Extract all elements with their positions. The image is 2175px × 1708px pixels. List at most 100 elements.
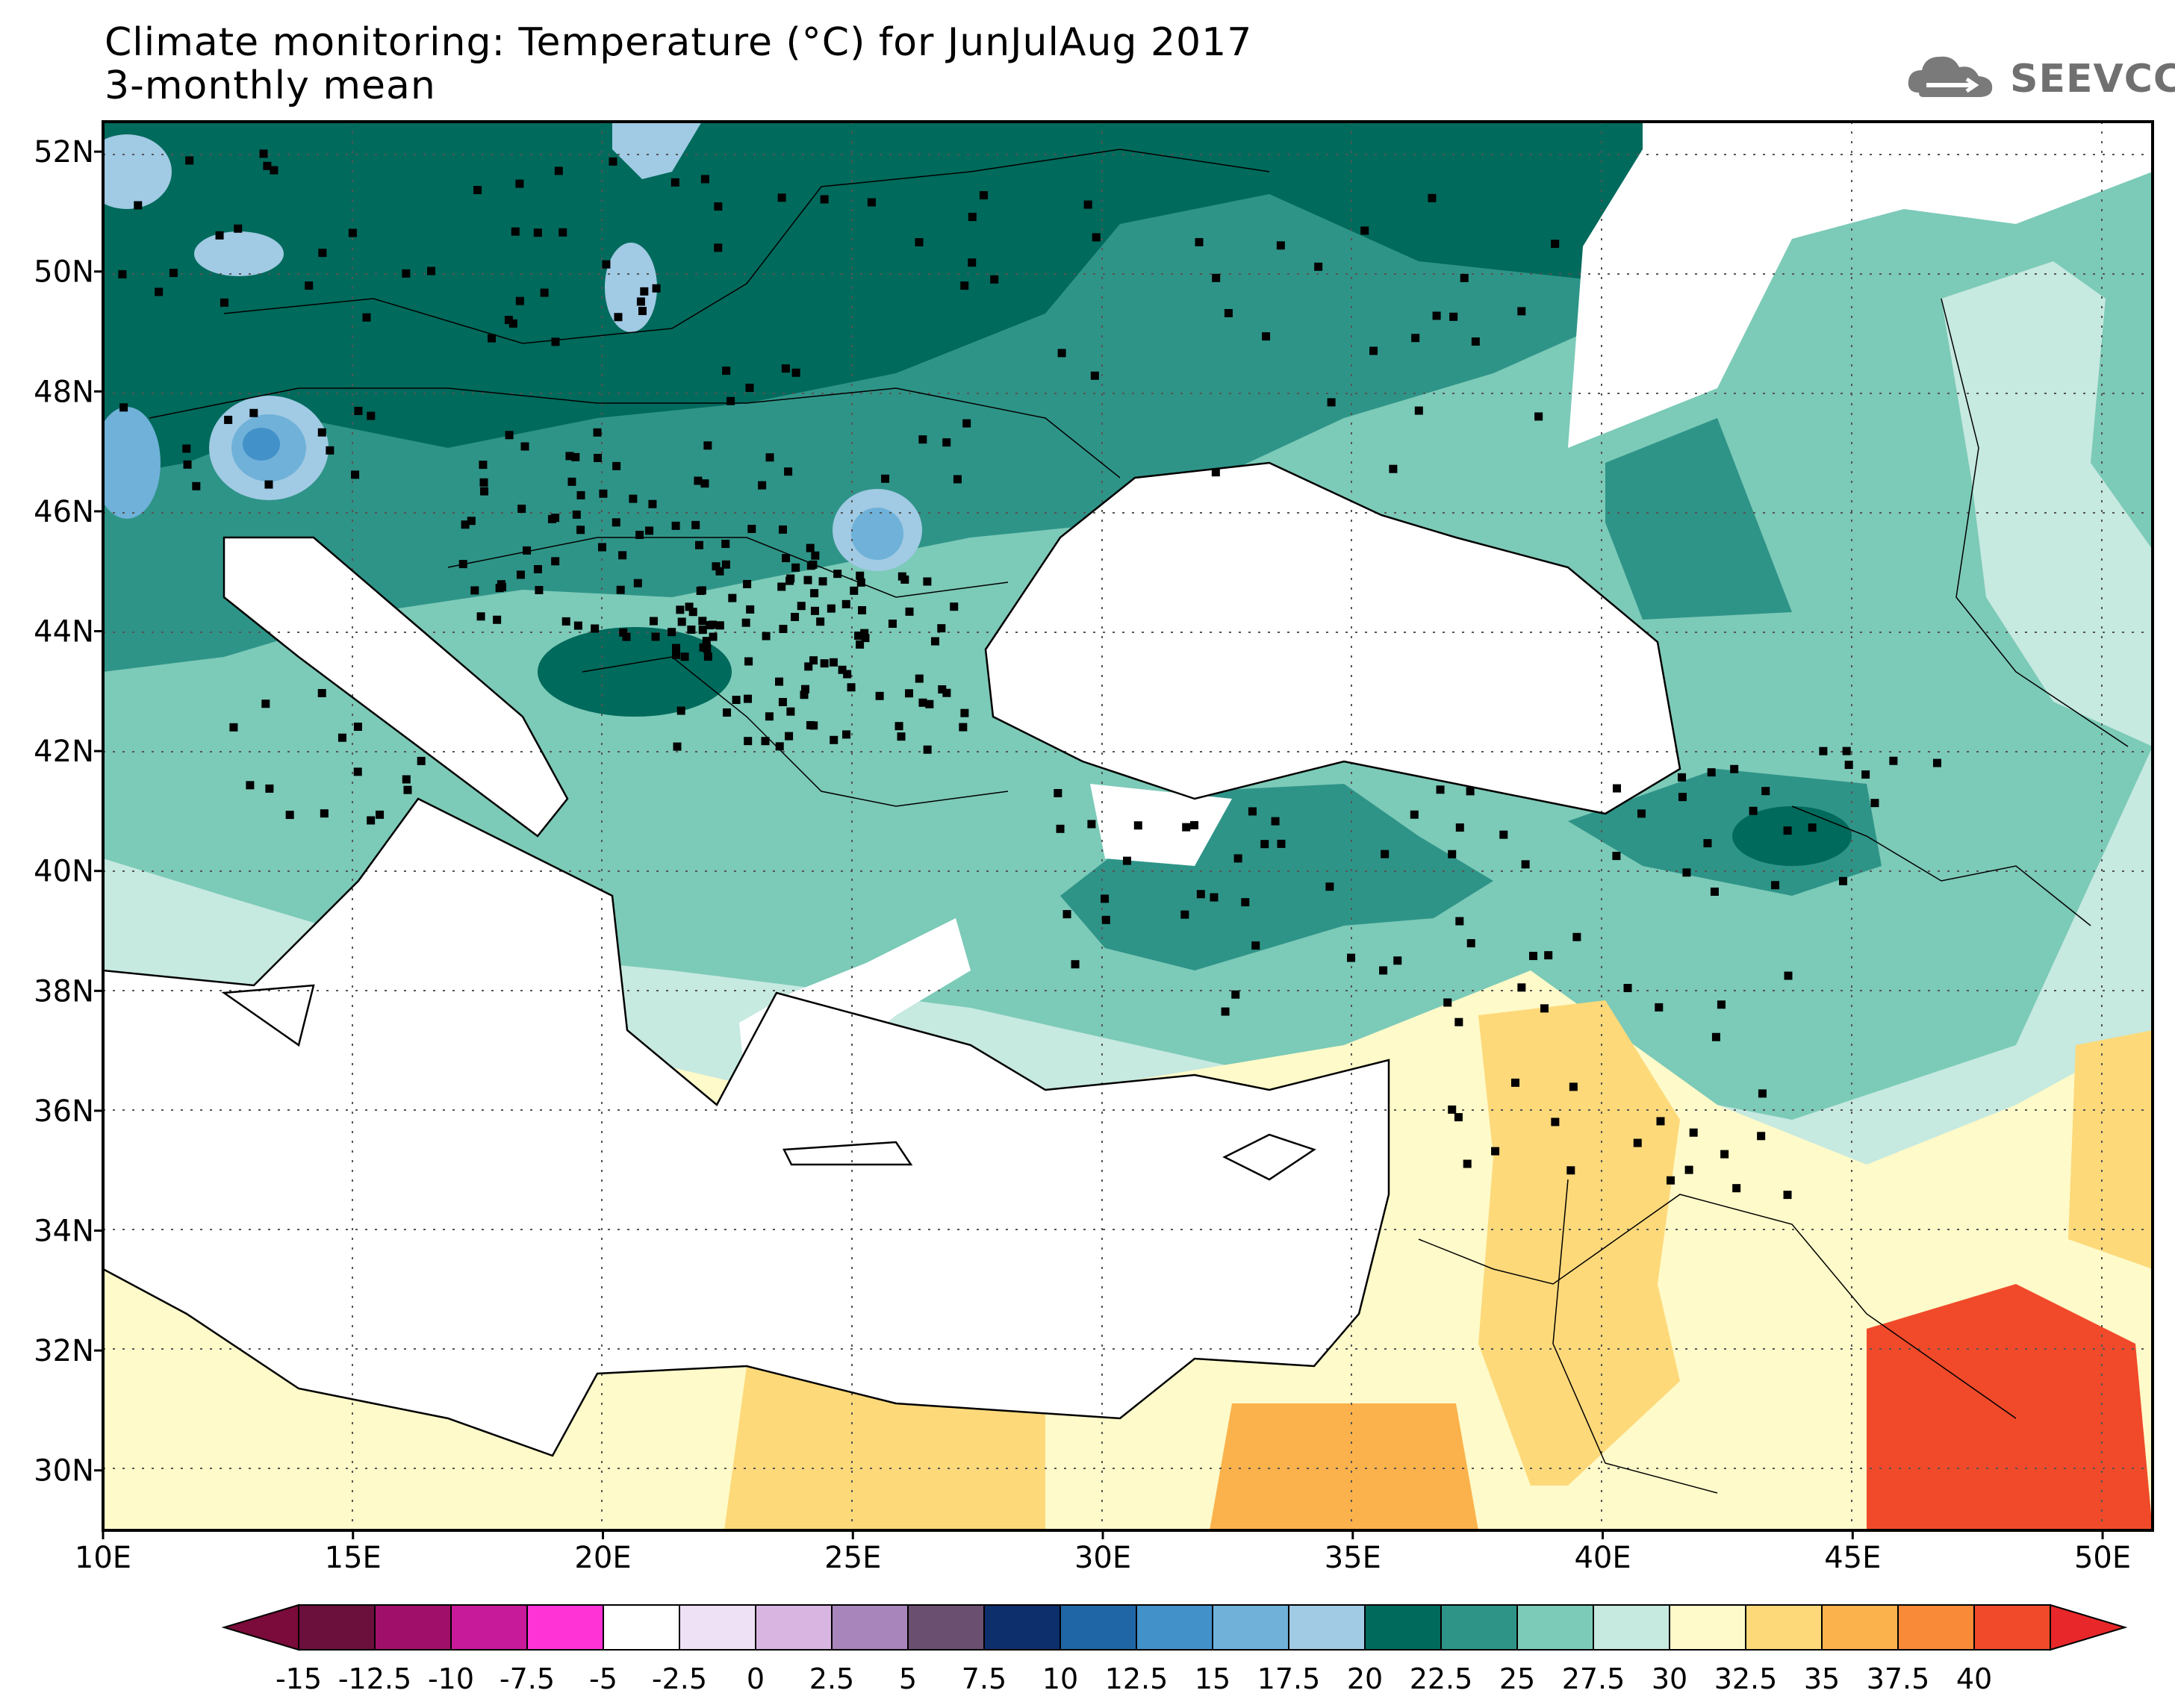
station-marker bbox=[1678, 773, 1687, 782]
station-marker bbox=[672, 650, 681, 659]
station-marker bbox=[1101, 915, 1110, 924]
station-marker bbox=[488, 334, 497, 343]
station-marker bbox=[1771, 881, 1780, 890]
station-marker bbox=[1210, 893, 1219, 902]
station-marker bbox=[696, 586, 705, 595]
station-marker bbox=[698, 626, 707, 635]
station-marker bbox=[930, 637, 939, 646]
station-marker bbox=[670, 178, 679, 187]
colorbar-swatch bbox=[1136, 1604, 1213, 1651]
lat-label: 52N bbox=[34, 135, 94, 169]
station-marker bbox=[842, 730, 851, 739]
lon-label: 40E bbox=[1574, 1541, 1631, 1575]
colorbar-swatch bbox=[1745, 1604, 1823, 1651]
station-marker bbox=[810, 606, 819, 615]
colorbar: -15 -12.5 -10 -7.5 -5 -2.5 0 2.5 5 7.5 10 12.5 15 17.… bbox=[221, 1603, 2128, 1695]
station-marker bbox=[567, 477, 576, 486]
seevccc-logo: SEEVCCC bbox=[1904, 46, 2175, 106]
station-marker bbox=[791, 612, 800, 621]
station-marker bbox=[685, 602, 694, 611]
station-marker bbox=[1707, 768, 1716, 777]
colorbar-label: 40 bbox=[1956, 1662, 1992, 1695]
station-marker bbox=[744, 657, 753, 666]
station-marker bbox=[1808, 823, 1817, 832]
lon-label: 30E bbox=[1074, 1541, 1131, 1575]
station-marker bbox=[598, 543, 607, 552]
station-marker bbox=[968, 213, 977, 222]
station-marker bbox=[786, 707, 795, 716]
station-marker bbox=[1122, 856, 1131, 865]
station-marker bbox=[305, 281, 314, 290]
colorbar-label: 2.5 bbox=[809, 1662, 854, 1695]
station-marker bbox=[1757, 1132, 1766, 1141]
station-marker bbox=[1528, 952, 1537, 961]
station-marker bbox=[1414, 406, 1423, 415]
station-marker bbox=[833, 570, 842, 579]
logo-text: SEEVCCC bbox=[2010, 57, 2175, 102]
station-marker bbox=[1379, 966, 1388, 975]
station-marker bbox=[554, 166, 563, 175]
station-marker bbox=[508, 319, 517, 328]
colorbar-label: -2.5 bbox=[652, 1662, 707, 1695]
station-marker bbox=[403, 785, 412, 794]
station-marker bbox=[523, 546, 532, 555]
station-marker bbox=[714, 243, 723, 252]
station-marker bbox=[220, 298, 228, 307]
lon-label: 50E bbox=[2074, 1541, 2131, 1575]
station-marker bbox=[1436, 785, 1445, 794]
station-marker bbox=[676, 706, 685, 715]
station-marker bbox=[942, 438, 951, 447]
station-marker bbox=[1260, 840, 1269, 849]
station-marker bbox=[1730, 764, 1739, 773]
station-marker bbox=[572, 510, 581, 519]
station-marker bbox=[561, 617, 570, 626]
station-marker bbox=[1381, 850, 1390, 858]
station-marker bbox=[594, 453, 603, 462]
station-marker bbox=[1466, 787, 1475, 796]
adriatic-sea bbox=[224, 537, 567, 836]
station-marker bbox=[695, 540, 704, 549]
station-marker bbox=[1623, 984, 1632, 993]
station-marker bbox=[1231, 990, 1240, 999]
station-marker bbox=[1682, 868, 1691, 877]
caspian-sea bbox=[1941, 261, 2153, 1530]
station-marker bbox=[1566, 1166, 1575, 1175]
station-marker bbox=[1819, 747, 1828, 755]
station-marker bbox=[467, 517, 476, 526]
map-fill-layer bbox=[103, 122, 2153, 1530]
station-marker bbox=[470, 586, 479, 595]
station-marker bbox=[599, 489, 608, 498]
station-marker bbox=[1544, 951, 1553, 960]
colorbar-swatch bbox=[603, 1604, 680, 1651]
station-marker bbox=[867, 198, 876, 207]
colorbar-label: 32.5 bbox=[1714, 1662, 1778, 1695]
lat-label: 34N bbox=[34, 1215, 94, 1249]
station-marker bbox=[847, 683, 856, 692]
station-marker bbox=[671, 521, 680, 530]
station-marker bbox=[918, 698, 927, 707]
station-marker bbox=[354, 406, 363, 415]
station-marker bbox=[1360, 226, 1369, 235]
colorbar-label: -7.5 bbox=[500, 1662, 555, 1695]
station-marker bbox=[784, 467, 793, 476]
station-marker bbox=[838, 665, 847, 674]
station-marker bbox=[192, 481, 201, 490]
station-marker bbox=[1087, 820, 1096, 829]
station-marker bbox=[775, 742, 784, 751]
station-marker bbox=[402, 269, 411, 278]
station-marker bbox=[317, 428, 326, 437]
station-marker bbox=[551, 514, 560, 523]
black-sea bbox=[986, 463, 1680, 814]
grid-lines bbox=[103, 122, 2153, 1530]
station-marker bbox=[761, 737, 770, 746]
station-marker bbox=[897, 732, 906, 741]
station-marker bbox=[758, 481, 767, 490]
station-marker bbox=[777, 582, 786, 591]
station-marker bbox=[493, 615, 502, 624]
colorbar-swatch bbox=[1516, 1604, 1594, 1651]
station-marker bbox=[1471, 337, 1480, 346]
lat-label: 50N bbox=[34, 255, 94, 290]
station-marker bbox=[918, 435, 927, 444]
station-marker bbox=[1749, 806, 1758, 815]
lat-label: 46N bbox=[34, 495, 94, 529]
